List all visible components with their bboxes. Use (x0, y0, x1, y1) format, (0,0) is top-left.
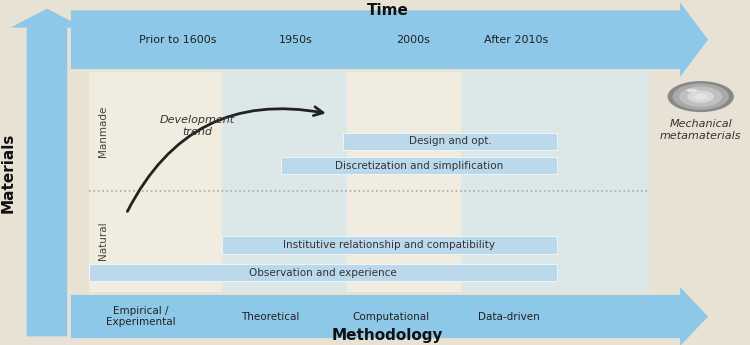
Text: Observation and experience: Observation and experience (249, 268, 397, 277)
FancyBboxPatch shape (461, 72, 650, 292)
Text: Natural: Natural (98, 222, 108, 260)
Polygon shape (71, 2, 708, 77)
FancyBboxPatch shape (222, 236, 557, 254)
Text: Theoretical: Theoretical (241, 312, 299, 322)
Text: 1950s: 1950s (278, 35, 313, 45)
Text: Empirical /
Experimental: Empirical / Experimental (106, 306, 176, 327)
Text: Mechanical
metamaterials: Mechanical metamaterials (660, 119, 742, 141)
Circle shape (694, 93, 707, 100)
Text: Design and opt.: Design and opt. (409, 137, 492, 146)
Ellipse shape (686, 89, 698, 92)
Text: Methodology: Methodology (332, 328, 443, 343)
Text: Manmade: Manmade (98, 106, 108, 157)
Text: Computational: Computational (352, 312, 430, 322)
Text: Materials: Materials (1, 132, 16, 213)
Text: 2000s: 2000s (397, 35, 430, 45)
Text: Development
trend: Development trend (159, 115, 235, 137)
FancyBboxPatch shape (89, 264, 557, 281)
Circle shape (680, 87, 722, 107)
Text: Time: Time (367, 3, 409, 18)
Circle shape (668, 81, 734, 112)
Text: Discretization and simplification: Discretization and simplification (334, 161, 503, 170)
Circle shape (688, 90, 714, 103)
FancyBboxPatch shape (222, 72, 347, 292)
Text: Institutive relationship and compatibility: Institutive relationship and compatibili… (284, 240, 496, 250)
FancyBboxPatch shape (89, 72, 650, 292)
Polygon shape (71, 287, 708, 345)
FancyBboxPatch shape (344, 133, 557, 150)
Polygon shape (10, 9, 83, 336)
Text: After 2010s: After 2010s (484, 35, 549, 45)
FancyBboxPatch shape (280, 157, 557, 174)
Text: Prior to 1600s: Prior to 1600s (139, 35, 217, 45)
Circle shape (673, 83, 729, 110)
Text: Data-driven: Data-driven (478, 312, 540, 322)
